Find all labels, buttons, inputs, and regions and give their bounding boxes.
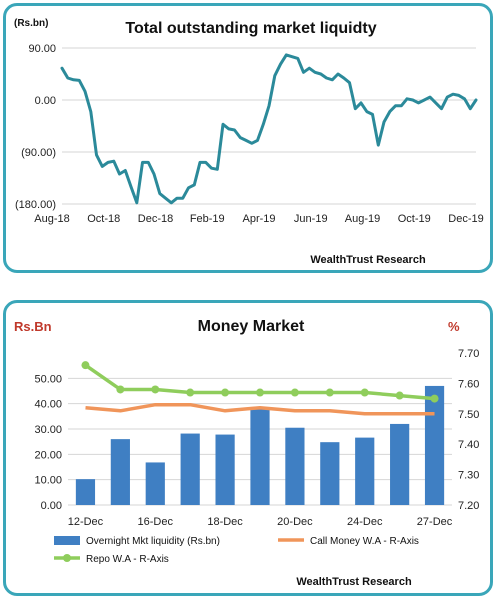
liquidity-chart-panel: Total outstanding market liquidty (Rs.bn… xyxy=(3,3,493,273)
liquidity-bar xyxy=(250,407,270,505)
left-unit-label: Rs.Bn xyxy=(14,319,52,334)
money-market-x-tick: 27-Dec xyxy=(417,516,453,528)
liquidity-credit: WealthTrust Research xyxy=(310,254,426,266)
liquidity-bar xyxy=(355,437,375,505)
money-market-x-tick: 12-Dec xyxy=(68,516,104,528)
money-market-x-tick: 16-Dec xyxy=(138,516,174,528)
repo-point xyxy=(151,385,160,394)
repo-point xyxy=(221,388,230,397)
liquidity-bar xyxy=(75,479,96,505)
money-market-y-tick: 10.00 xyxy=(34,475,62,487)
money-market-chart: Money Market Rs.Bn % 0.00 10.00 20.00 30.00… xyxy=(14,318,479,588)
money-market-y-tick: 50.00 xyxy=(34,373,62,385)
money-market-y2-tick: 7.40 xyxy=(458,439,479,451)
liquidity-bar xyxy=(180,433,200,505)
legend-swatch xyxy=(54,536,80,545)
liquidity-bar xyxy=(145,462,165,505)
liquidity-x-tick: Jun-19 xyxy=(294,213,328,225)
repo-point xyxy=(395,391,404,400)
liquidity-x-tick: Feb-19 xyxy=(190,213,225,225)
liquidity-x-tick: Aug-18 xyxy=(34,213,69,225)
liquidity-bar xyxy=(285,427,305,505)
money-market-x-tick: 20-Dec xyxy=(277,516,313,528)
liquidity-unit-label: (Rs.bn) xyxy=(14,18,48,29)
liquidity-x-tick: Dec-18 xyxy=(138,213,173,225)
repo-point xyxy=(256,388,264,397)
liquidity-x-tick: Oct-19 xyxy=(398,213,431,225)
liquidity-chart: Total outstanding market liquidty (Rs.bn… xyxy=(14,18,484,266)
liquidity-chart-title: Total outstanding market liquidty xyxy=(125,20,376,37)
liquidity-x-tick: Aug-19 xyxy=(345,213,380,225)
repo-point xyxy=(360,388,369,397)
repo-point xyxy=(81,361,90,370)
money-market-y2-tick: 7.30 xyxy=(458,470,479,482)
liquidity-x-tick: Apr-19 xyxy=(242,213,275,225)
money-market-x-tick: 24-Dec xyxy=(347,516,383,528)
liquidity-y-tick: (90.00) xyxy=(21,147,56,159)
repo-point xyxy=(430,394,439,403)
money-market-panel: Money Market Rs.Bn % 0.00 10.00 20.00 30.00… xyxy=(3,300,493,596)
legend-label: Call Money W.A - R-Axis xyxy=(310,536,419,547)
right-unit-label: % xyxy=(448,319,460,334)
repo-point xyxy=(325,388,334,397)
repo-point xyxy=(290,388,299,397)
money-market-y2-tick: 7.70 xyxy=(458,348,479,360)
money-market-y2-tick: 7.60 xyxy=(458,378,479,390)
legend-swatch-marker xyxy=(63,554,71,562)
liquidity-series-line xyxy=(60,53,478,205)
legend-label: Overnight Mkt liquidity (Rs.bn) xyxy=(86,536,220,547)
money-market-y-tick: 40.00 xyxy=(34,399,62,411)
liquidity-y-tick: 90.00 xyxy=(28,43,56,55)
money-market-title: Money Market xyxy=(198,318,305,335)
liquidity-y-tick: (180.00) xyxy=(15,199,56,211)
money-market-y-tick: 20.00 xyxy=(34,449,62,461)
liquidity-x-tick: Dec-19 xyxy=(448,213,483,225)
repo-point xyxy=(116,385,125,394)
liquidity-bar xyxy=(320,442,340,505)
liquidity-bar xyxy=(110,439,130,505)
legend-label: Repo W.A - R-Axis xyxy=(86,554,169,565)
money-market-credit: WealthTrust Research xyxy=(296,576,412,588)
liquidity-bar xyxy=(424,385,445,505)
money-market-y-tick: 0.00 xyxy=(41,500,62,512)
liquidity-bar xyxy=(215,434,235,505)
call-money-line xyxy=(85,402,435,416)
money-market-x-tick: 18-Dec xyxy=(207,516,243,528)
repo-point xyxy=(186,388,195,397)
money-market-y2-tick: 7.50 xyxy=(458,409,479,421)
money-market-y2-tick: 7.20 xyxy=(458,500,479,512)
liquidity-x-tick: Oct-18 xyxy=(87,213,120,225)
liquidity-bar xyxy=(390,423,410,505)
liquidity-y-tick: 0.00 xyxy=(35,95,56,107)
money-market-y-tick: 30.00 xyxy=(34,424,62,436)
